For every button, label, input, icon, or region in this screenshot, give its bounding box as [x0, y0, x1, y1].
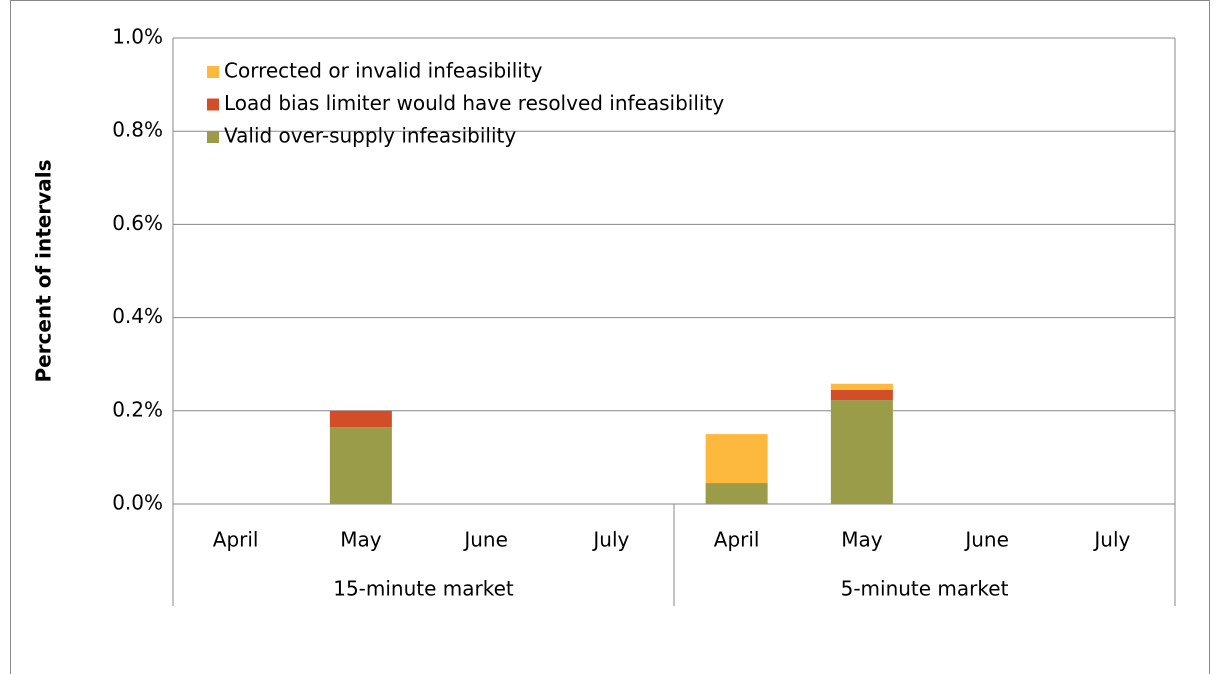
x-tick-label: July: [1092, 528, 1130, 552]
legend-label: Valid over-supply infeasibility: [224, 124, 516, 148]
y-tick-label: 0.8%: [112, 118, 163, 142]
bar-segment: [329, 410, 392, 428]
chart-frame: [10, 0, 1210, 674]
x-tick-label: July: [591, 528, 629, 552]
y-tick-label: 1.0%: [112, 25, 163, 49]
y-tick-label: 0.2%: [112, 397, 163, 421]
legend-swatch: [207, 131, 219, 143]
group-label: 15-minute market: [333, 577, 514, 601]
x-tick-label: May: [340, 528, 382, 552]
bar-segment: [705, 483, 768, 504]
legend-swatch: [207, 66, 219, 78]
legend-label: Corrected or invalid infeasibility: [224, 59, 543, 83]
x-tick-label: May: [841, 528, 883, 552]
bar-segment: [705, 434, 768, 484]
bar-segment: [830, 389, 893, 401]
x-tick-label: June: [963, 528, 1009, 552]
x-tick-label: June: [462, 528, 508, 552]
y-tick-label: 0.0%: [112, 491, 163, 515]
y-tick-label: 0.4%: [112, 304, 163, 328]
bar-segment: [830, 383, 893, 390]
group-label: 5-minute market: [841, 577, 1009, 601]
legend-swatch: [207, 98, 219, 111]
y-tick-label: 0.6%: [112, 211, 163, 235]
legend-label: Load bias limiter would have resolved in…: [224, 91, 724, 115]
bar-segment: [830, 400, 893, 504]
bar-segment: [329, 427, 392, 504]
x-tick-label: April: [714, 528, 760, 552]
y-axis-label: Percent of intervals: [32, 159, 56, 382]
x-tick-label: April: [213, 528, 259, 552]
